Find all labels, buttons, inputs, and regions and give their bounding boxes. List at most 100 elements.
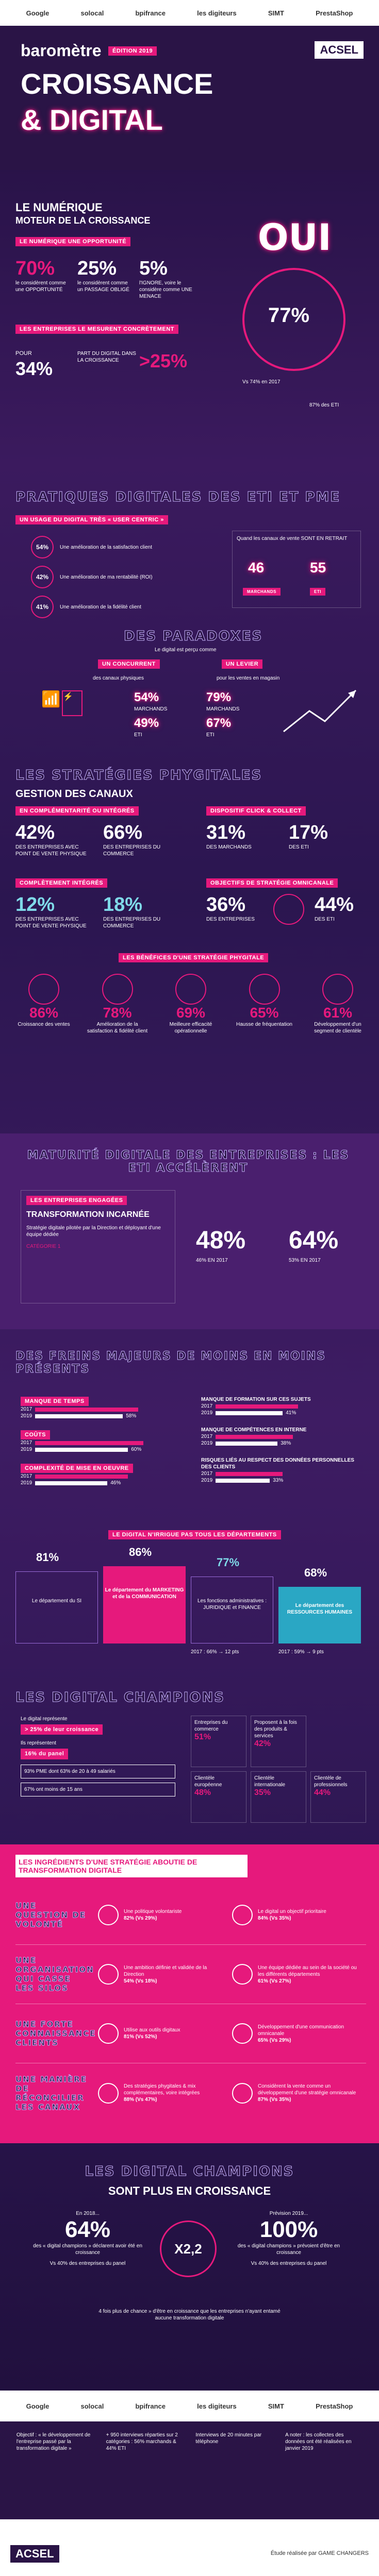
dep-2-value: 86%	[129, 1546, 152, 1558]
stat-5: 5%	[139, 258, 168, 279]
l-head: En 2018...	[76, 2211, 100, 2216]
part-label: PART DU DIGITAL DANS LA CROISSANCE	[77, 351, 136, 363]
stat-25-label: le considèrent comme un PASSAGE OBLIGÉ	[77, 280, 129, 293]
s8-sub: SONT PLUS EN CROISSANCE	[108, 2184, 271, 2197]
fact-2: + 950 interviews réparties sur 2 catégor…	[106, 2432, 178, 2451]
frein-l3-y2: 2019	[21, 1480, 32, 1486]
s8-quote: 4 fois plus de chance » d'être en croiss…	[98, 2309, 281, 2321]
frein-r2-y1: 2017	[201, 1434, 213, 1439]
ing-4-b-icon	[232, 2082, 253, 2104]
tag-omnicanal: OBJECTIFS DE STRATÉGIE OMNICANALE	[206, 878, 338, 888]
benefit-3-icon	[175, 974, 206, 1005]
l-note: Vs 40% des entreprises du panel	[50, 2261, 126, 2266]
dep-2-label: Le département du MARKETING et de la COM…	[105, 1587, 184, 1600]
target-icon	[273, 894, 304, 925]
stat-25: 25%	[77, 258, 117, 279]
logo-google: Google	[26, 9, 50, 17]
c1-label: DES ENTREPRISES AVEC POINT DE VENTE PHYS…	[15, 917, 87, 929]
c2-label: DES ENTREPRISES DU COMMERCE	[103, 917, 161, 929]
section-freins: DES FREINS MAJEURS DE MOINS EN MOINS PRÉ…	[0, 1340, 379, 1680]
champ-cell-1: Entreprises du commerce 51%	[191, 1716, 246, 1767]
stat-5-label: l'IGNORE, voire le considère comme UNE M…	[139, 280, 192, 299]
champ-cell-3-value: 48%	[194, 1788, 211, 1797]
item-54: 54%	[31, 536, 54, 558]
frein-l2-y2: 2019	[21, 1447, 32, 1452]
champ-cell-2: Proposent à la fois des produits & servi…	[251, 1716, 306, 1767]
tag-complementarite: EN COMPLÉMENTARITÉ OU INTÉGRÉS	[15, 806, 139, 816]
ingredient-row-3: UNE FORTE CONNAISSANCE CLIENTS Utilise a…	[15, 2004, 366, 2063]
par-b2-label: ETI	[206, 732, 215, 738]
frein-r3-y1: 2017	[201, 1471, 213, 1477]
dep-3-label: Les fonctions administratives : JURIDIQU…	[197, 1598, 267, 1611]
mat-64-label: 53% EN 2017	[289, 1258, 321, 1263]
a2-label: DES ENTREPRISES DU COMMERCE	[103, 844, 161, 857]
edition-badge: ÉDITION 2019	[108, 46, 157, 56]
frein-l2-y1: 2017	[21, 1440, 32, 1446]
ing-1-bv: 84% (Vs 35%)	[258, 1916, 291, 1921]
champ-l3: 93% PME dont 63% de 20 à 49 salariés	[21, 1764, 175, 1778]
frein-l3-v: 46%	[110, 1480, 121, 1486]
d2-label: DES ETI	[315, 917, 335, 922]
ing-2-b-icon	[232, 1964, 253, 1985]
champ-cell-1-label: Entreprises du commerce	[194, 1720, 228, 1732]
b1-label: DES MARCHANDS	[206, 844, 252, 850]
s1-tag2: LES ENTREPRISES LE MESURENT CONCRÈTEMENT	[15, 325, 178, 334]
frein-r2-y2: 2019	[201, 1440, 213, 1446]
ing-3-bv: 65% (Vs 29%)	[258, 2037, 291, 2043]
s4-title: MATURITÉ DIGITALE DES ENTREPRISES : LES …	[27, 1149, 350, 1175]
champ-cell-3: Clientèle européenne 48%	[191, 1771, 246, 1823]
a2: 66%	[103, 822, 143, 843]
frein-l3: COMPLEXITÉ DE MISE EN OEUVRE	[21, 1464, 133, 1473]
d1: 36%	[206, 894, 246, 916]
engaged-box: LES ENTREPRISES ENGAGÉES TRANSFORMATION …	[21, 1190, 175, 1303]
s1-tag: LE NUMÉRIQUE UNE OPPORTUNITÉ	[15, 237, 131, 246]
benefit-4-icon	[249, 974, 280, 1005]
dep-4-label: Le département des RESSOURCES HUMAINES	[287, 1603, 353, 1615]
ing-1-head: UNE QUESTION DE VOLONTÉ	[15, 1901, 87, 1929]
ing-3-av: 81% (Vs 52%)	[124, 2034, 157, 2040]
s7-tag: LES INGRÉDIENTS D'UNE STRATÉGIE ABOUTIE …	[15, 1855, 248, 1877]
champ-l2: Ils représentent	[21, 1740, 56, 1747]
footer-logo-bpifrance: bpifrance	[135, 2402, 166, 2410]
dep-4-value: 68%	[304, 1566, 327, 1579]
benefit-2-value: 78%	[103, 1005, 132, 1021]
frein-r2: MANQUE DE COMPÉTENCES EN INTERNE	[201, 1427, 307, 1433]
s2-title: PRATIQUES DIGITALES DES ETI ET PME	[15, 489, 341, 505]
ing-2-b: Une équipe dédiée au sein de la société …	[258, 1964, 357, 1977]
s1-title-b: MOTEUR DE LA CROISSANCE	[15, 215, 151, 226]
s2-tag: UN USAGE DU DIGITAL TRÈS « USER CENTRIC …	[15, 515, 168, 524]
a1: 42%	[15, 822, 55, 843]
ing-3-b-icon	[232, 2023, 253, 2044]
mat-64: 64%	[289, 1227, 339, 1254]
s8-title: LES DIGITAL CHAMPIONS	[85, 2164, 294, 2180]
logo-bpifrance: bpifrance	[135, 9, 166, 17]
s4-sub: TRANSFORMATION INCARNÉE	[26, 1210, 150, 1219]
paradox-sub: Le digital est perçu comme	[155, 647, 217, 653]
ingredient-row-2: UNE ORGANISATION QUI CASSE LES SILOS Une…	[15, 1945, 366, 2004]
footer-logo-solocal: solocal	[80, 2402, 104, 2410]
s6-title: LES DIGITAL CHAMPIONS	[15, 1690, 225, 1706]
benefit-5-icon	[322, 974, 353, 1005]
ing-4-a-icon	[98, 2082, 119, 2104]
s4-cat: CATÉGORIE 1	[26, 1244, 61, 1249]
eti-87: 87% des ETI	[309, 402, 339, 408]
retreat-b: 55	[310, 560, 326, 575]
dep-1-label: Le département du SI	[31, 1598, 82, 1604]
item-42-label: Une amélioration de ma rentabilité (ROI)	[60, 574, 153, 580]
champ-l2b: 16% du panel	[21, 1749, 69, 1759]
pour-label: POUR	[15, 350, 32, 357]
ing-4-head: UNE MANIÈRE DE RÉCONCILIER LES CANAUX	[15, 2074, 87, 2112]
logo-simt: SIMT	[268, 9, 284, 17]
champ-cell-4-label: Clientèle internationale	[254, 1775, 286, 1788]
ing-4-av: 88% (Vs 47%)	[124, 2097, 157, 2103]
title-barometre: baromètre	[21, 41, 102, 60]
dep-3-value: 77%	[217, 1556, 240, 1569]
par-a2: 49%	[134, 716, 159, 730]
r-note: Vs 40% des entreprises du panel	[251, 2261, 327, 2266]
champ-cell-4: Clientèle internationale 35%	[251, 1771, 306, 1823]
section-champions: LES DIGITAL CHAMPIONS Le digital représe…	[0, 1685, 379, 1839]
section-maturite: MATURITÉ DIGITALE DES ENTREPRISES : LES …	[0, 1133, 379, 1329]
footer-logo-simt: SIMT	[268, 2402, 284, 2410]
par-b1-label: MARCHANDS	[206, 706, 240, 712]
gauge-ring	[242, 268, 345, 371]
